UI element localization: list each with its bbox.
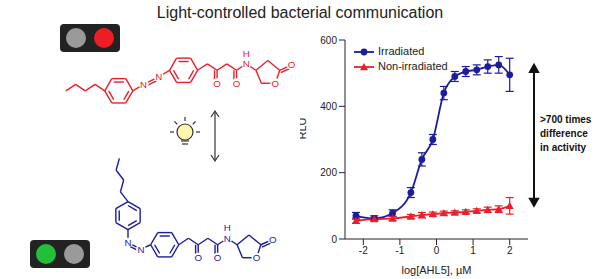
svg-text:log[AHL5], µM: log[AHL5], µM — [402, 264, 472, 276]
svg-text:-2: -2 — [359, 245, 368, 256]
svg-text:O: O — [233, 78, 241, 89]
svg-text:200: 200 — [320, 167, 337, 178]
svg-text:-1: -1 — [395, 245, 404, 256]
html-text:Non-irradiated: Non-irradiated — [378, 60, 448, 72]
svg-text:N: N — [155, 71, 162, 82]
svg-text:O: O — [288, 59, 296, 70]
html-text:Light-controlled bacterial com: Light-controlled bacterial communication — [156, 4, 444, 21]
svg-text:0: 0 — [331, 234, 337, 245]
svg-text:O: O — [214, 252, 222, 263]
html-text:in activity: in activity — [540, 142, 587, 154]
svg-text:H: H — [224, 222, 231, 233]
svg-text:N: N — [124, 237, 131, 248]
svg-text:H: H — [243, 48, 250, 59]
svg-text:O: O — [272, 78, 280, 89]
svg-text:N: N — [140, 79, 147, 90]
html-text:>700 times: >700 times — [540, 114, 592, 126]
svg-text:O: O — [194, 252, 202, 263]
svg-text:600: 600 — [320, 35, 337, 46]
svg-text:RLU: RLU — [300, 117, 308, 139]
svg-text:400: 400 — [320, 101, 337, 112]
svg-text:O: O — [269, 234, 277, 245]
svg-text:N: N — [224, 233, 231, 244]
svg-text:O: O — [213, 78, 221, 89]
svg-text:N: N — [243, 58, 250, 69]
svg-text:O: O — [253, 252, 261, 263]
svg-text:0: 0 — [434, 245, 440, 256]
svg-text:1: 1 — [470, 245, 476, 256]
html-text:Irradiated: Irradiated — [378, 45, 425, 57]
svg-text:2: 2 — [507, 245, 513, 256]
html-text:difference: difference — [540, 128, 588, 140]
svg-text:N: N — [137, 244, 144, 255]
